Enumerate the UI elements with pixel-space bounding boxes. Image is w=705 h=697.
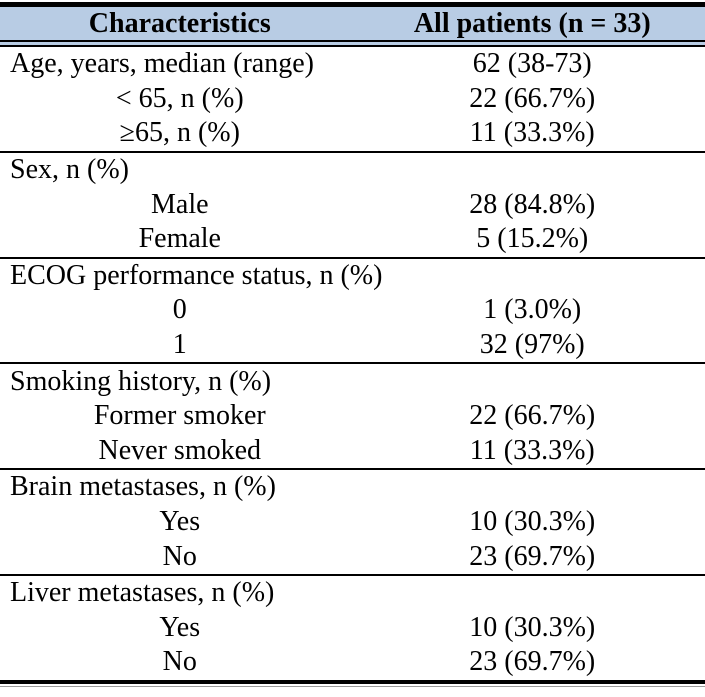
header-all-patients: All patients (n = 33): [413, 7, 651, 39]
row-value: 11 (33.3%): [469, 434, 595, 466]
row-label-sub: Yes: [159, 611, 201, 643]
row-label-category: Liver metastases, n (%): [10, 577, 275, 609]
table-row: Liver metastases, n (%): [0, 576, 705, 611]
table-section: ECOG performance status, n (%) 0 1 (3.0%) 1…: [0, 259, 705, 365]
row-label-sub: < 65, n (%): [115, 82, 244, 114]
row-label-category: Brain metastases, n (%): [10, 471, 276, 503]
row-value: 1 (3.0%): [483, 294, 582, 326]
table-bottom-rule: [0, 679, 705, 684]
table-row: No 23 (69.7%): [0, 645, 705, 680]
table-row: Yes 10 (30.3%): [0, 505, 705, 540]
row-label-sub: Female: [138, 223, 221, 255]
table-row: 1 32 (97%): [0, 328, 705, 363]
row-value: 10 (30.3%): [469, 611, 596, 643]
row-label-category: Sex, n (%): [10, 154, 129, 186]
row-label-category: Smoking history, n (%): [10, 365, 272, 397]
table-row: ≥65, n (%) 11 (33.3%): [0, 116, 705, 151]
table-bottom-rule-thin: [0, 685, 705, 687]
row-label-sub: Never smoked: [98, 434, 262, 466]
row-value: 62 (38-73): [472, 48, 592, 80]
table-row: Never smoked 11 (33.3%): [0, 434, 705, 469]
table-bottom-rule-gap: [0, 683, 705, 686]
row-value: 5 (15.2%): [476, 223, 589, 255]
table-row: ECOG performance status, n (%): [0, 259, 705, 294]
row-label-sub: Yes: [159, 506, 201, 538]
row-label-sub: No: [162, 540, 197, 572]
row-label-sub: Male: [151, 188, 209, 220]
row-value: 10 (30.3%): [469, 506, 596, 538]
table-row: Male 28 (84.8%): [0, 187, 705, 222]
table-section: Liver metastases, n (%) Yes 10 (30.3%) No 23…: [0, 576, 705, 680]
row-value: 22 (66.7%): [469, 400, 596, 432]
header-characteristics: Characteristics: [88, 7, 271, 39]
row-value: 32 (97%): [479, 329, 585, 361]
row-value: 23 (69.7%): [469, 646, 596, 678]
table-row: Age, years, median (range) 62 (38-73): [0, 47, 705, 82]
row-label-sub: 1: [172, 329, 187, 361]
table-section: Age, years, median (range) 62 (38-73) < 65…: [0, 47, 705, 153]
row-label-sub: Former smoker: [93, 400, 266, 432]
table-section: Brain metastases, n (%) Yes 10 (30.3%) No 23…: [0, 470, 705, 576]
row-label-sub: 0: [172, 294, 187, 326]
row-label-sub: ≥65, n (%): [119, 117, 240, 149]
table-row: Female 5 (15.2%): [0, 222, 705, 257]
row-label-category: ECOG performance status, n (%): [10, 259, 383, 291]
table-header-row: Characteristics All patients (n = 33): [0, 7, 705, 47]
table-row: Smoking history, n (%): [0, 364, 705, 399]
table-row: Yes 10 (30.3%): [0, 611, 705, 646]
table-top-rule: [0, 2, 705, 7]
table-row: Brain metastases, n (%): [0, 470, 705, 505]
row-label-sub: No: [162, 646, 197, 678]
table-section: Smoking history, n (%) Former smoker 22 (6…: [0, 364, 705, 471]
row-value: 28 (84.8%): [469, 188, 596, 220]
table-row: Sex, n (%): [0, 153, 705, 188]
table-row: < 65, n (%) 22 (66.7%): [0, 82, 705, 117]
row-value: 11 (33.3%): [469, 117, 595, 149]
table-body: Age, years, median (range) 62 (38-73) < 65…: [0, 47, 705, 680]
table-section: Sex, n (%) Male 28 (84.8%) Female 5 (15.2%): [0, 153, 705, 259]
table-row: 0 1 (3.0%): [0, 293, 705, 328]
row-label-category: Age, years, median (range): [10, 48, 314, 80]
row-value: 22 (66.7%): [469, 82, 596, 114]
table-row: No 23 (69.7%): [0, 539, 705, 574]
row-value: 23 (69.7%): [469, 540, 596, 572]
table-row: Former smoker 22 (66.7%): [0, 399, 705, 434]
